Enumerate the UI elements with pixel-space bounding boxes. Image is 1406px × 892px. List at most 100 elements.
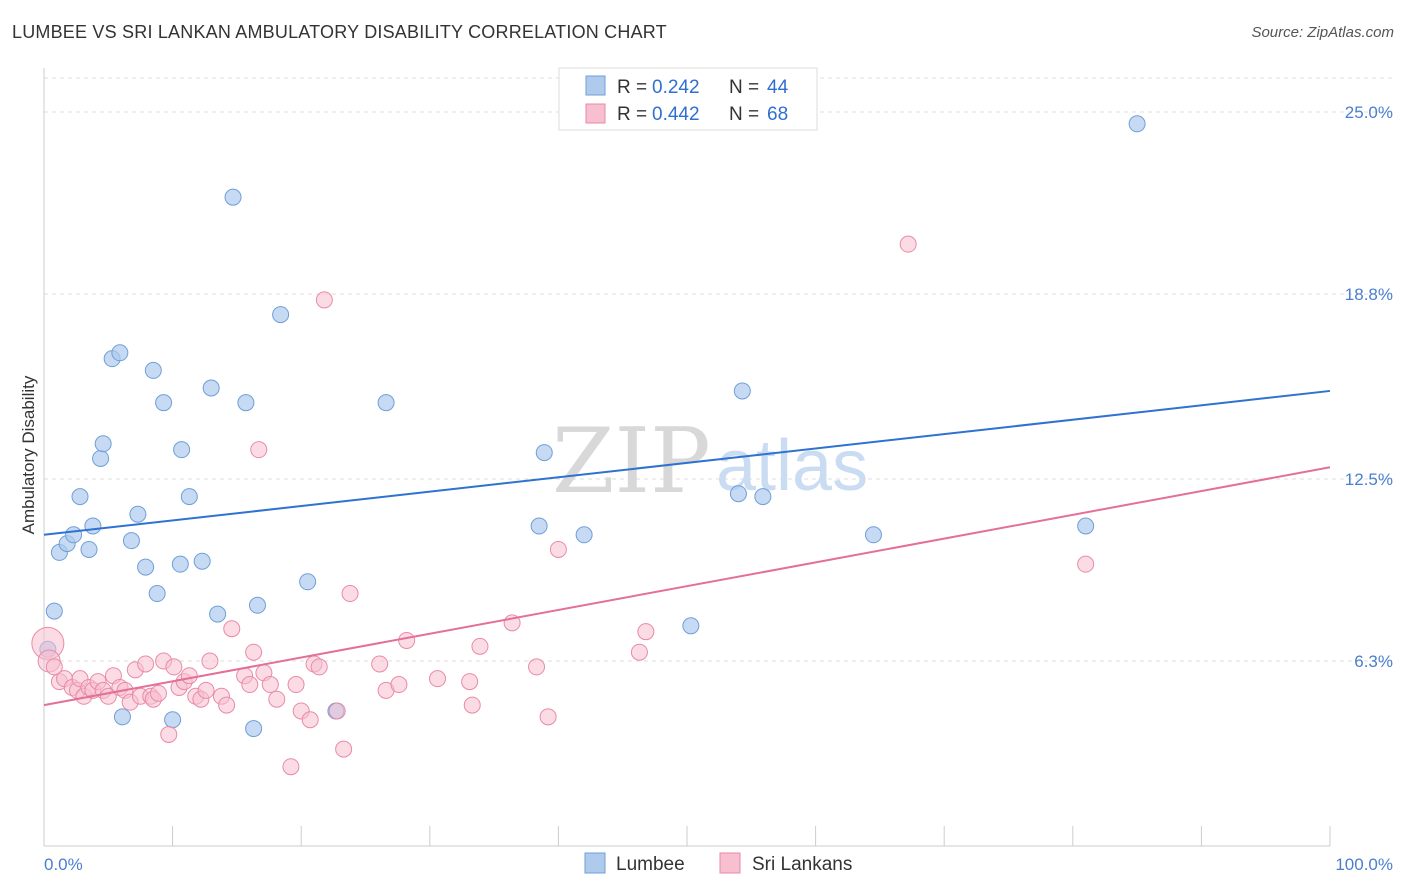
point-lumbee-11: [111, 344, 129, 362]
point-srilankan-32: [197, 681, 215, 699]
point-lumbee-35: [535, 444, 553, 462]
point-lumbee-19: [164, 711, 182, 729]
point-lumbee-12: [113, 708, 131, 726]
point-srilankan-44: [282, 758, 300, 776]
point-lumbee-14: [129, 505, 147, 523]
y-tick-label-2: 18.8%: [1345, 285, 1393, 304]
point-srilankan-50: [315, 291, 333, 309]
point-lumbee-40: [754, 488, 772, 506]
point-lumbee-26: [224, 188, 242, 206]
chart-source: Source: ZipAtlas.com: [1251, 24, 1394, 41]
series-legend: Lumbee Sri Lankans: [584, 852, 852, 875]
point-srilankan-66: [630, 643, 648, 661]
data-points: [31, 115, 1146, 776]
point-srilankan-65: [549, 540, 567, 558]
point-srilankan-60: [463, 696, 481, 714]
point-lumbee-39: [733, 382, 751, 400]
bottom-legend-label-srilankan: Sri Lankans: [752, 854, 852, 875]
point-srilankan-68: [899, 235, 917, 253]
point-lumbee-27: [237, 394, 255, 412]
point-srilankan-40: [250, 441, 268, 459]
point-lumbee-30: [272, 306, 290, 324]
point-lumbee-18: [155, 394, 173, 412]
point-srilankan-56: [390, 676, 408, 694]
legend-r-label-srilankan: R =: [617, 104, 647, 125]
point-srilankan-45: [287, 676, 305, 694]
y-axis-label: Ambulatory Disability: [19, 375, 38, 534]
watermark-zip: ZIP: [552, 409, 711, 514]
point-lumbee-15: [137, 558, 155, 576]
point-srilankan-59: [461, 673, 479, 691]
point-lumbee-25: [209, 605, 227, 623]
point-srilankan-38: [241, 676, 259, 694]
point-srilankan-51: [328, 702, 346, 720]
point-lumbee-21: [173, 441, 191, 459]
point-srilankan-64: [539, 708, 557, 726]
legend-n-value-srilankan: 68: [767, 104, 788, 125]
point-lumbee-1: [45, 602, 63, 620]
point-lumbee-34: [530, 517, 548, 535]
legend-n-value-lumbee: 44: [767, 77, 789, 98]
point-lumbee-23: [193, 552, 211, 570]
point-srilankan-54: [371, 655, 389, 673]
point-lumbee-22: [180, 488, 198, 506]
point-srilankan-36: [223, 620, 241, 638]
legend-r-value-srilankan: 0.442: [652, 104, 700, 125]
x-axis-ticks: [43, 826, 1331, 846]
point-srilankan-47: [301, 711, 319, 729]
point-srilankan-43: [268, 690, 286, 708]
bottom-legend-swatch-lumbee: [584, 852, 606, 874]
point-srilankan-35: [218, 696, 236, 714]
point-srilankan-67: [637, 623, 655, 641]
legend-swatch-lumbee: [585, 75, 606, 96]
point-srilankan-49: [310, 658, 328, 676]
legend-n-label-lumbee: N =: [729, 77, 759, 98]
point-lumbee-43: [1128, 115, 1146, 133]
point-lumbee-36: [575, 526, 593, 544]
y-tick-label-3: 25.0%: [1345, 103, 1393, 122]
trend-lines: [43, 389, 1331, 707]
point-srilankan-20: [137, 655, 155, 673]
bottom-legend-swatch-srilankan: [719, 852, 741, 874]
point-lumbee-24: [202, 379, 220, 397]
point-srilankan-29: [180, 667, 198, 685]
stats-legend: R = 0.242 N = 44 R = 0.442 N = 68: [558, 67, 818, 131]
point-srilankan-39: [245, 643, 263, 661]
y-tick-label-1: 12.5%: [1345, 470, 1393, 489]
point-srilankan-58: [429, 670, 447, 688]
trend-line-lumbee: [43, 389, 1331, 536]
x-tick-label-max: 100.0%: [1335, 855, 1393, 874]
y-tick-label-0: 6.3%: [1354, 652, 1393, 671]
y-tick-labels: 6.3% 12.5% 18.8% 25.0%: [1345, 103, 1393, 671]
point-lumbee-8: [92, 449, 110, 467]
point-lumbee-4: [65, 526, 83, 544]
point-lumbee-42: [1077, 517, 1095, 535]
point-srilankan-57: [398, 631, 416, 649]
point-lumbee-13: [122, 532, 140, 550]
point-lumbee-28: [245, 720, 263, 738]
trend-line-srilankan: [43, 466, 1331, 707]
point-srilankan-53: [341, 585, 359, 603]
point-lumbee-29: [248, 596, 266, 614]
point-lumbee-6: [80, 540, 98, 558]
gridlines: [44, 77, 1393, 662]
point-srilankan-26: [165, 658, 183, 676]
point-lumbee-41: [864, 526, 882, 544]
legend-n-label-srilankan: N =: [729, 104, 759, 125]
point-lumbee-17: [148, 585, 166, 603]
point-lumbee-38: [729, 485, 747, 503]
bottom-legend-label-lumbee: Lumbee: [616, 854, 685, 875]
legend-r-value-lumbee: 0.242: [652, 77, 700, 98]
legend-swatch-srilankan: [585, 103, 606, 124]
point-srilankan-52: [335, 740, 353, 758]
legend-r-label-lumbee: R =: [617, 77, 647, 98]
point-srilankan-23: [149, 684, 167, 702]
x-tick-label-min: 0.0%: [44, 855, 83, 874]
point-lumbee-20: [171, 555, 189, 573]
point-srilankan-42: [261, 676, 279, 694]
point-srilankan-63: [528, 658, 546, 676]
point-lumbee-16: [144, 361, 162, 379]
chart-title: LUMBEE VS SRI LANKAN AMBULATORY DISABILI…: [12, 22, 667, 42]
point-lumbee-9: [94, 435, 112, 453]
